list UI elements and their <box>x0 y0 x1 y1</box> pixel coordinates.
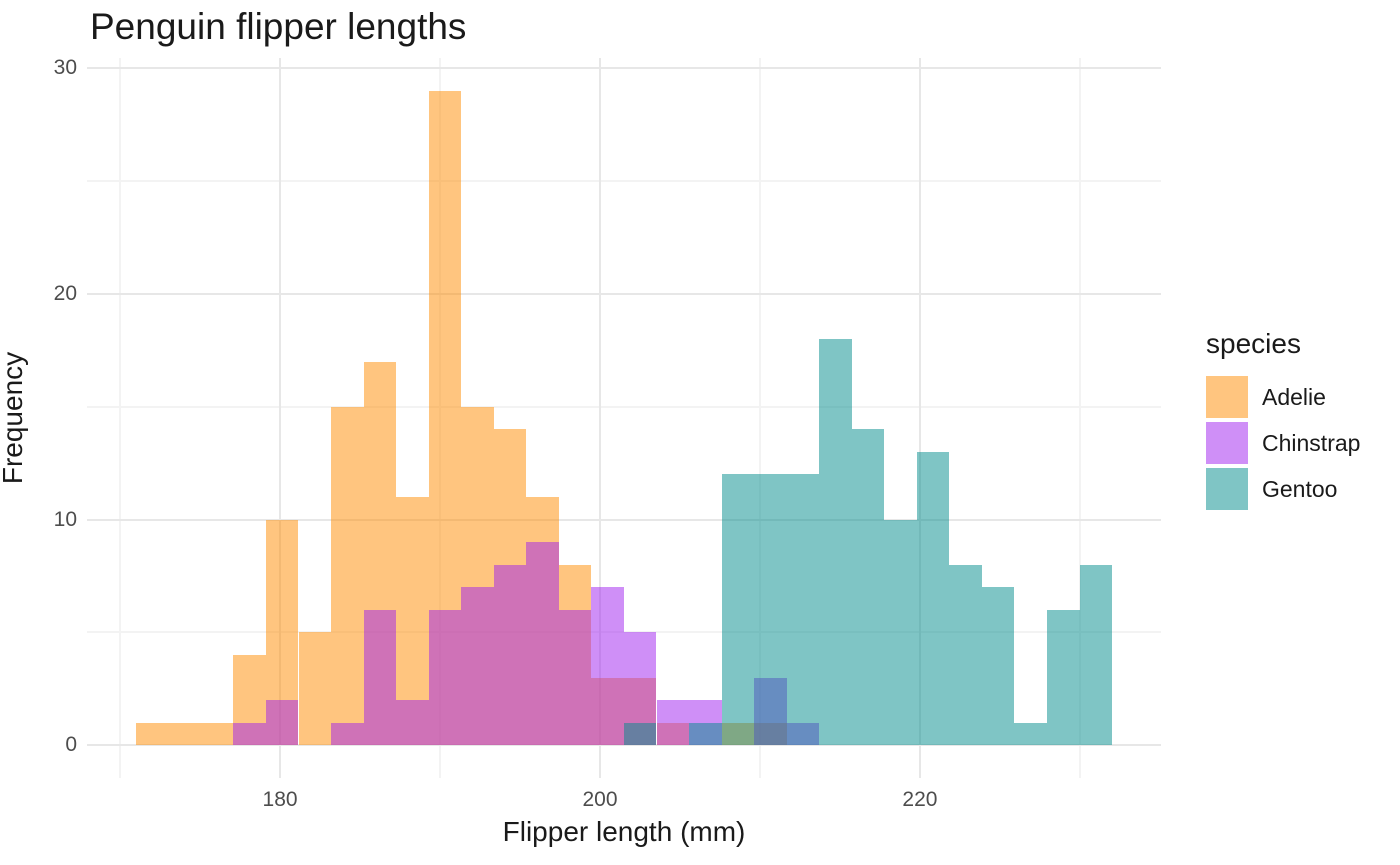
legend-swatch-adelie <box>1206 376 1248 418</box>
bar-adelie-bin5 <box>298 632 332 746</box>
bar-gentoo-bin25 <box>949 564 982 746</box>
legend-label-gentoo: Gentoo <box>1262 475 1338 502</box>
bar-chinstrap-bin6 <box>331 722 364 746</box>
grid-minor-x-230 <box>1078 58 1081 778</box>
y-tick-label-10: 10 <box>53 507 77 531</box>
y-tick-label-0: 0 <box>65 733 77 757</box>
y-tick-label-30: 30 <box>53 56 77 80</box>
grid-minor-y-15 <box>87 405 1161 408</box>
bar-adelie-bin1 <box>168 722 201 746</box>
bar-chinstrap-bin12 <box>526 542 559 746</box>
x-tick-label-200: 200 <box>582 788 618 811</box>
bar-gentoo-bin15 <box>623 722 657 746</box>
y-tick-label-20: 20 <box>53 281 77 305</box>
y-axis-title: Frequency <box>0 351 28 485</box>
grid-major-x-180 <box>279 58 282 778</box>
x-axis-title: Flipper length (mm) <box>502 816 746 847</box>
bar-gentoo-bin20 <box>786 474 820 746</box>
grid-minor-y-25 <box>87 180 1161 182</box>
plot-title: Penguin flipper lengths <box>90 6 467 47</box>
legend-item-gentoo: Gentoo <box>1206 468 1360 510</box>
bar-chinstrap-bin16 <box>656 700 690 746</box>
legend: species Adelie Chinstrap Gentoo <box>1206 328 1360 514</box>
bar-chinstrap-bin13 <box>558 609 592 746</box>
legend-item-chinstrap: Chinstrap <box>1206 422 1360 464</box>
bar-gentoo-bin17 <box>689 722 722 746</box>
legend-swatch-gentoo <box>1206 468 1248 510</box>
bar-gentoo-bin18 <box>721 474 755 746</box>
bar-chinstrap-bin11 <box>493 564 527 746</box>
legend-label-chinstrap: Chinstrap <box>1262 429 1361 456</box>
bar-chinstrap-bin4 <box>265 700 299 746</box>
bar-gentoo-bin24 <box>916 451 950 746</box>
bar-gentoo-bin23 <box>884 519 917 746</box>
legend-items: Adelie Chinstrap Gentoo <box>1206 376 1360 510</box>
x-tick-label-180: 180 <box>262 788 298 811</box>
bar-gentoo-bin28 <box>1047 609 1080 746</box>
bar-gentoo-bin21 <box>819 339 852 746</box>
grid-major-x-200 <box>599 58 601 778</box>
legend-swatch-chinstrap <box>1206 422 1248 464</box>
bar-gentoo-bin26 <box>981 587 1015 746</box>
bar-gentoo-bin29 <box>1079 564 1113 746</box>
bar-chinstrap-bin8 <box>396 700 429 746</box>
grid-major-y-10 <box>87 518 1161 521</box>
bar-gentoo-bin27 <box>1014 722 1048 746</box>
bar-chinstrap-bin14 <box>591 587 624 746</box>
bar-adelie-bin2 <box>200 722 234 746</box>
grid-major-y-20 <box>87 292 1161 295</box>
x-tick-label-220: 220 <box>902 788 938 811</box>
bar-adelie-bin6 <box>331 406 364 746</box>
bar-chinstrap-bin10 <box>461 587 494 746</box>
bar-chinstrap-bin7 <box>363 609 397 746</box>
legend-item-adelie: Adelie <box>1206 376 1360 418</box>
bar-gentoo-bin19 <box>754 474 787 746</box>
grid-major-y-30 <box>87 67 1161 70</box>
grid-minor-x-210 <box>758 58 761 778</box>
grid-minor-x-170 <box>119 58 122 778</box>
legend-title: species <box>1206 328 1301 359</box>
bar-adelie-bin0 <box>135 722 169 746</box>
legend-label-adelie: Adelie <box>1262 383 1326 410</box>
bar-chinstrap-bin9 <box>428 609 462 746</box>
grid-major-x-220 <box>918 58 921 778</box>
bar-gentoo-bin22 <box>851 429 885 746</box>
bar-chinstrap-bin3 <box>233 722 266 746</box>
grid-major-y-0 <box>87 744 1161 747</box>
